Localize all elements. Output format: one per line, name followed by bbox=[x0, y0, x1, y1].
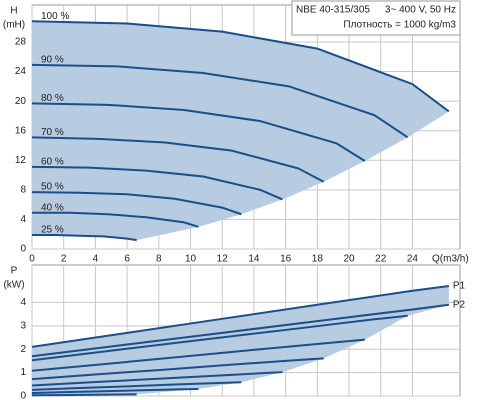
y-tick-label: 20 bbox=[15, 96, 27, 107]
curve-label: 70 % bbox=[41, 127, 64, 138]
y-axis-label: H bbox=[10, 6, 17, 17]
y-tick-label: 3 bbox=[20, 320, 26, 331]
y-tick-label: 1 bbox=[20, 367, 26, 378]
y-tick-label: 4 bbox=[20, 214, 26, 225]
curve-label: 100 % bbox=[41, 11, 69, 22]
curve bbox=[31, 63, 409, 139]
operating-area bbox=[32, 286, 449, 396]
curve-label: 90 % bbox=[41, 55, 64, 66]
curve bbox=[31, 303, 450, 358]
curve bbox=[31, 393, 137, 397]
curve-label: 25 % bbox=[41, 225, 64, 236]
curve bbox=[31, 357, 324, 381]
y-tick-label: 24 bbox=[15, 66, 27, 77]
y-tick-label: 0 bbox=[20, 391, 26, 400]
x-tick-label: 4 bbox=[93, 254, 99, 265]
x-tick-label: 20 bbox=[343, 254, 355, 265]
curve bbox=[31, 314, 408, 362]
curve bbox=[31, 371, 283, 387]
x-tick-label: 0 bbox=[29, 254, 35, 265]
curve-label: 80 % bbox=[41, 93, 64, 104]
y-axis-label: (kW) bbox=[3, 280, 24, 291]
x-tick-label: 22 bbox=[375, 254, 387, 265]
curve bbox=[31, 136, 325, 183]
header-text: Плотность = 1000 kg/m3 bbox=[343, 20, 456, 31]
curve-label: 50 % bbox=[41, 182, 64, 193]
curve-label: 60 % bbox=[41, 157, 64, 168]
curve bbox=[31, 387, 199, 394]
x-tick-label: 2 bbox=[61, 254, 67, 265]
header-text: 3~ 400 V, 50 Hz bbox=[385, 5, 456, 16]
x-tick-label: 6 bbox=[124, 254, 130, 265]
curve-label: P2 bbox=[453, 299, 466, 310]
curve bbox=[31, 338, 365, 372]
x-tick-label: 18 bbox=[312, 254, 324, 265]
y-tick-label: 2 bbox=[20, 344, 26, 355]
curve bbox=[32, 211, 199, 228]
curve-label: P1 bbox=[453, 281, 466, 292]
y-axis-label: (mH) bbox=[3, 20, 25, 31]
x-tick-label: 14 bbox=[248, 254, 260, 265]
x-tick-label: 10 bbox=[185, 254, 197, 265]
header-text: NBE 40-315/305 bbox=[296, 5, 370, 16]
y-axis-label: P bbox=[11, 266, 18, 277]
y-tick-label: 28 bbox=[15, 37, 27, 48]
curve bbox=[31, 20, 450, 113]
x-tick-label: 12 bbox=[217, 254, 229, 265]
x-axis-label: Q(m3/h) bbox=[432, 254, 469, 265]
y-tick-label: 16 bbox=[15, 125, 27, 136]
curve bbox=[31, 381, 242, 391]
x-tick-label: 24 bbox=[407, 254, 419, 265]
operating-area bbox=[32, 21, 449, 241]
curve bbox=[32, 233, 137, 242]
y-tick-label: 0 bbox=[20, 244, 26, 255]
x-tick-label: 16 bbox=[280, 254, 292, 265]
header-box bbox=[291, 0, 461, 36]
curve bbox=[31, 102, 366, 162]
x-tick-label: 8 bbox=[156, 254, 162, 265]
curve bbox=[31, 285, 450, 348]
y-tick-label: 8 bbox=[20, 184, 26, 195]
curve bbox=[31, 165, 283, 201]
y-tick-label: 12 bbox=[15, 155, 27, 166]
y-tick-label: 4 bbox=[20, 297, 26, 308]
curve bbox=[31, 191, 242, 216]
curve-label: 40 % bbox=[41, 202, 64, 213]
